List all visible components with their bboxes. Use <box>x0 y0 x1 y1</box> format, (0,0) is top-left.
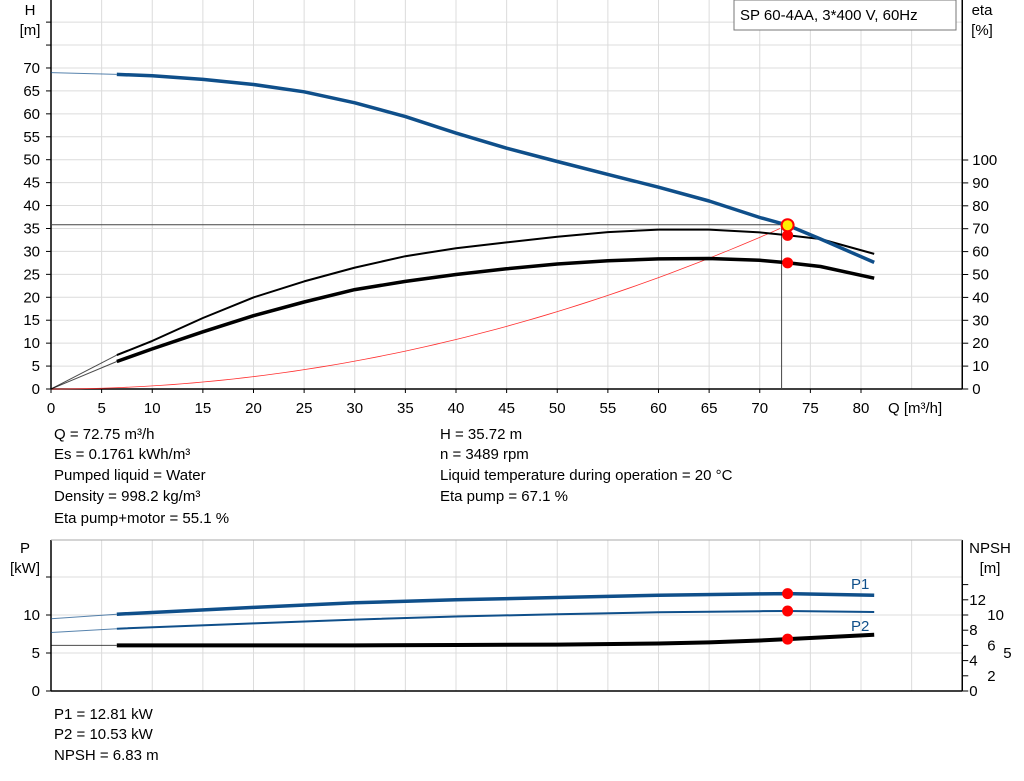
x-tick-label: 25 <box>296 400 313 417</box>
eta-pump-marker <box>782 229 794 241</box>
info-p2: P2 = 10.53 kW <box>54 726 153 743</box>
x-tick-label: 50 <box>549 400 566 417</box>
y-axis-label-right: NPSH <box>969 540 1011 557</box>
y-tick-label-right: 60 <box>972 244 989 261</box>
y-tick-label-left: 5 <box>32 358 40 375</box>
head-curve <box>116 72 875 265</box>
y-tick-label-left: 50 <box>23 152 40 169</box>
chart-title: SP 60-4AA, 3*400 V, 60Hz <box>740 7 918 24</box>
info-temp: Liquid temperature during operation = 20… <box>440 467 733 484</box>
y-tick-label-left: 0 <box>32 683 40 700</box>
y-tick-label-right: 5 <box>1003 645 1011 662</box>
info-npsh: NPSH = 6.83 m <box>54 747 159 764</box>
x-tick-label: 80 <box>853 400 870 417</box>
info-density: Density = 998.2 kg/m³ <box>54 488 201 505</box>
info-liquid: Pumped liquid = Water <box>54 467 206 484</box>
p2-curve <box>116 610 875 630</box>
system-curve <box>50 228 781 390</box>
eta-pump-motor-marker <box>782 257 794 269</box>
x-tick-label: 35 <box>397 400 414 417</box>
npsh-marker <box>782 633 794 645</box>
y-tick-label-left: 65 <box>23 83 40 100</box>
y-tick-label-left: 5 <box>32 645 40 662</box>
x-tick-label: 75 <box>802 400 819 417</box>
head-extension <box>50 72 117 75</box>
y-tick-label-right: 30 <box>972 312 989 329</box>
p1-marker <box>782 588 794 600</box>
y-tick-label-right: 8 <box>969 622 977 639</box>
y-tick-label-right: 20 <box>972 335 989 352</box>
eta-pump-curve <box>116 228 875 357</box>
y-tick-label-left: 55 <box>23 129 40 146</box>
y-tick-label-right: 90 <box>972 175 989 192</box>
y-axis-unit-left: [m] <box>20 22 41 39</box>
y-tick-label-right: 12 <box>969 592 986 609</box>
y-axis-unit-left: [kW] <box>10 560 40 577</box>
y-tick-label-right: 100 <box>972 152 997 169</box>
y-axis-unit-right: [%] <box>971 22 993 39</box>
y-tick-label-left: 20 <box>23 289 40 306</box>
x-tick-label: 30 <box>346 400 363 417</box>
y-axis-unit-right: [m] <box>980 560 1001 577</box>
y-tick-label-left: 30 <box>23 243 40 260</box>
x-tick-label: 0 <box>47 400 55 417</box>
info-es: Es = 0.1761 kWh/m³ <box>54 446 191 463</box>
y-tick-label-left: 10 <box>23 335 40 352</box>
y-tick-label-left: 70 <box>23 60 40 77</box>
y-tick-label-left: 45 <box>23 175 40 192</box>
x-tick-label: 5 <box>97 400 105 417</box>
y-tick-label-left: 0 <box>32 381 40 398</box>
y-tick-label-left: 25 <box>23 266 40 283</box>
x-tick-label: 40 <box>448 400 465 417</box>
y-tick-label-left: 35 <box>23 220 40 237</box>
npsh-curve <box>116 632 875 648</box>
y-tick-label-right: 4 <box>969 653 977 670</box>
y-axis-label-right: eta <box>972 2 994 19</box>
info-q: Q = 72.75 m³/h <box>54 426 155 443</box>
y-tick-label-left: 10 <box>23 607 40 624</box>
y-tick-label-right: 70 <box>972 221 989 238</box>
info-eta-pump-motor: Eta pump+motor = 55.1 % <box>54 510 230 527</box>
p1-curve <box>116 591 875 616</box>
info-h: H = 35.72 m <box>440 426 523 443</box>
y-tick-label-right: 40 <box>972 289 989 306</box>
y-tick-label-right: 2 <box>987 668 995 685</box>
info-p1: P1 = 12.81 kW <box>54 706 153 723</box>
y-tick-label-left: 40 <box>23 198 40 215</box>
x-tick-label: 20 <box>245 400 262 417</box>
p1-series-label: P1 <box>851 576 869 593</box>
y-tick-label-right: 6 <box>987 637 995 654</box>
x-tick-label: 55 <box>600 400 617 417</box>
x-tick-label: 65 <box>701 400 718 417</box>
y-tick-label-right: 10 <box>972 358 989 375</box>
eta-pump-extension <box>50 354 118 390</box>
eta-pump-motor-extension <box>50 361 117 390</box>
y-tick-label-left: 60 <box>23 106 40 123</box>
y-tick-label-right: 0 <box>972 381 980 398</box>
p2-series-label: P2 <box>851 618 869 635</box>
x-tick-label: 10 <box>144 400 161 417</box>
x-tick-label: 15 <box>195 400 212 417</box>
y-tick-label-left: 15 <box>23 312 40 329</box>
y-tick-label-right: 0 <box>969 683 977 700</box>
x-tick-label: 60 <box>650 400 667 417</box>
y-axis-label-left: P <box>20 540 30 557</box>
p2-marker <box>782 605 794 617</box>
p1-extension <box>50 613 117 620</box>
x-tick-label: 70 <box>751 400 768 417</box>
x-axis-label: Q [m³/h] <box>888 400 942 417</box>
p2-extension <box>50 628 117 633</box>
operating-point-marker <box>780 218 795 233</box>
y-tick-label-right: 80 <box>972 198 989 215</box>
eta-pump-motor-curve <box>116 256 875 364</box>
info-n: n = 3489 rpm <box>440 446 529 463</box>
y-tick-label-right: 10 <box>987 607 1004 624</box>
info-eta-pump: Eta pump = 67.1 % <box>440 488 568 505</box>
x-tick-label: 45 <box>498 400 515 417</box>
title-box <box>733 0 957 31</box>
y-axis-label-left: H <box>25 2 36 19</box>
y-tick-label-right: 50 <box>972 267 989 284</box>
